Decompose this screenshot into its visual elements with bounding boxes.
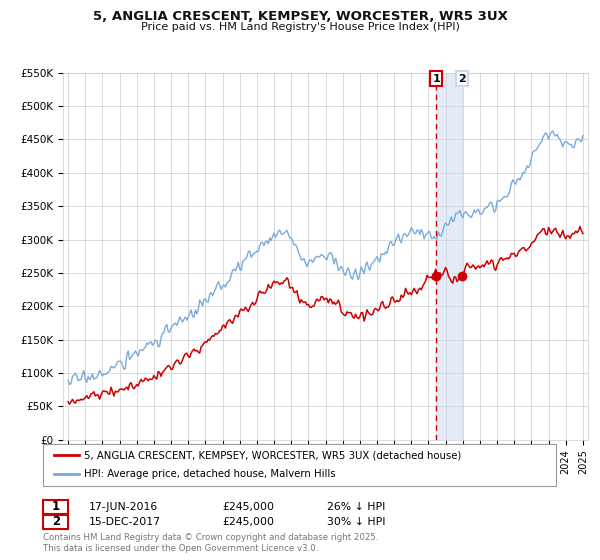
Text: Contains HM Land Registry data © Crown copyright and database right 2025.
This d: Contains HM Land Registry data © Crown c…	[43, 533, 379, 553]
Text: 5, ANGLIA CRESCENT, KEMPSEY, WORCESTER, WR5 3UX: 5, ANGLIA CRESCENT, KEMPSEY, WORCESTER, …	[92, 10, 508, 23]
Text: Price paid vs. HM Land Registry's House Price Index (HPI): Price paid vs. HM Land Registry's House …	[140, 22, 460, 32]
Bar	[436, 73, 462, 440]
Text: £245,000: £245,000	[222, 502, 274, 512]
Text: £245,000: £245,000	[222, 517, 274, 527]
Text: 26% ↓ HPI: 26% ↓ HPI	[327, 502, 385, 512]
Text: HPI: Average price, detached house, Malvern Hills: HPI: Average price, detached house, Malv…	[84, 469, 335, 479]
Text: 5, ANGLIA CRESCENT, KEMPSEY, WORCESTER, WR5 3UX (detached house): 5, ANGLIA CRESCENT, KEMPSEY, WORCESTER, …	[84, 450, 461, 460]
Text: 15-DEC-2017: 15-DEC-2017	[89, 517, 161, 527]
Text: 1: 1	[52, 500, 60, 514]
Text: 2: 2	[458, 73, 466, 83]
Text: 30% ↓ HPI: 30% ↓ HPI	[327, 517, 386, 527]
Text: 17-JUN-2016: 17-JUN-2016	[89, 502, 158, 512]
Text: 2: 2	[52, 515, 60, 529]
Text: 1: 1	[433, 73, 440, 83]
